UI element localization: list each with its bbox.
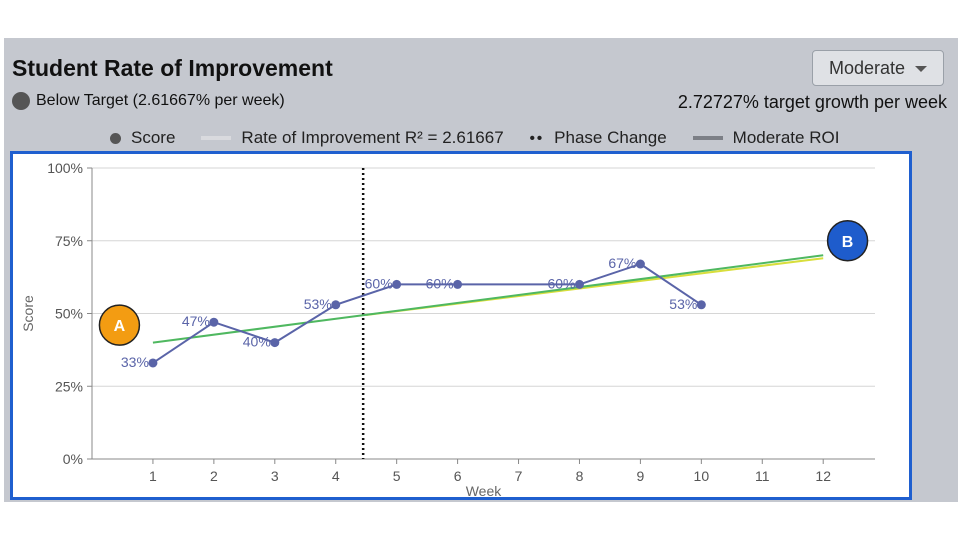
score-point [270,338,280,348]
target-growth-text: 2.72727% target growth per week [677,92,947,112]
legend-line-roi-icon [201,136,232,140]
x-tick-label: 4 [332,468,340,484]
roi-chart: 0%25%50%75%100%1 2 3 4 5 6 7 8 9 10 11 12WeekScore3… [20,160,875,499]
legend-moderate-label: Moderate ROI [732,128,840,147]
score-data-label: 33% [121,354,149,370]
score-data-label: 47% [182,313,210,329]
chevron-down-icon [915,66,928,72]
x-tick-label: 1 [149,468,157,484]
x-tick-label: 8 [576,468,584,484]
x-tick-label: 3 [271,468,279,484]
x-tick-label: 12 [815,468,831,484]
status-row: Below Target (2.61667% per week) [12,92,285,110]
y-axis-title: Score [20,295,36,332]
score-point [696,300,706,310]
legend-item-phase[interactable]: •• Phase Change [530,128,667,148]
score-data-label: 60% [426,275,454,291]
x-axis-title: Week [466,483,503,497]
score-point [392,279,402,289]
marker-a-label: A [114,318,126,335]
legend-roi-label: Rate of Improvement R² = 2.61667 [241,128,504,147]
legend-line-moderate-icon [692,136,723,140]
score-data-label: 40% [243,334,271,350]
x-tick-label: 2 [210,468,218,484]
legend-item-moderate[interactable]: Moderate ROI [692,128,840,148]
marker-a-circle [98,304,141,346]
score-point [148,358,158,368]
score-data-label: 67% [608,255,636,271]
status-text: Below Target (2.61667% per week) [36,92,285,109]
x-tick-label: 10 [694,468,710,484]
score-data-label: 60% [365,275,393,291]
score-point [453,279,463,289]
status-dot-icon [12,92,30,110]
score-point [209,317,219,327]
roi-level-dropdown[interactable]: Moderate [812,50,944,86]
roi-trend-line [152,254,824,344]
chart-legend: Score Rate of Improvement R² = 2.61667 •… [110,128,865,148]
y-tick-label: 25% [55,378,83,394]
dropdown-value: Moderate [828,57,906,78]
legend-phase-label: Phase Change [554,128,667,147]
y-tick-label: 50% [55,306,83,322]
legend-dots-icon: •• [529,129,545,147]
legend-dot-icon [110,132,121,144]
score-point [331,300,341,310]
score-data-label: 53% [669,296,697,312]
legend-score-label: Score [131,128,176,147]
page-title: Student Rate of Improvement [12,55,333,81]
x-tick-label: 9 [637,468,645,484]
legend-item-score[interactable]: Score [110,128,175,148]
score-point [635,259,645,269]
y-tick-label: 75% [55,233,83,249]
y-tick-label: 100% [47,160,83,176]
x-tick-label: 11 [755,468,770,484]
score-data-label: 60% [547,275,575,291]
x-tick-label: 7 [515,468,523,484]
legend-item-roi[interactable]: Rate of Improvement R² = 2.61667 [201,128,504,148]
chart-frame: 0% 25% 50% 75% 100% 1 2 3 4 5 6 7 8 9 10 11 12 Week Score 3… [10,151,912,500]
score-data-label: 53% [304,296,332,312]
y-tick-label: 0% [63,451,83,467]
x-tick-label: 6 [454,468,462,484]
x-tick-label: 5 [393,468,401,484]
marker-b-label: B [842,234,854,251]
score-point [574,279,584,289]
marker-b-circle [826,220,869,262]
